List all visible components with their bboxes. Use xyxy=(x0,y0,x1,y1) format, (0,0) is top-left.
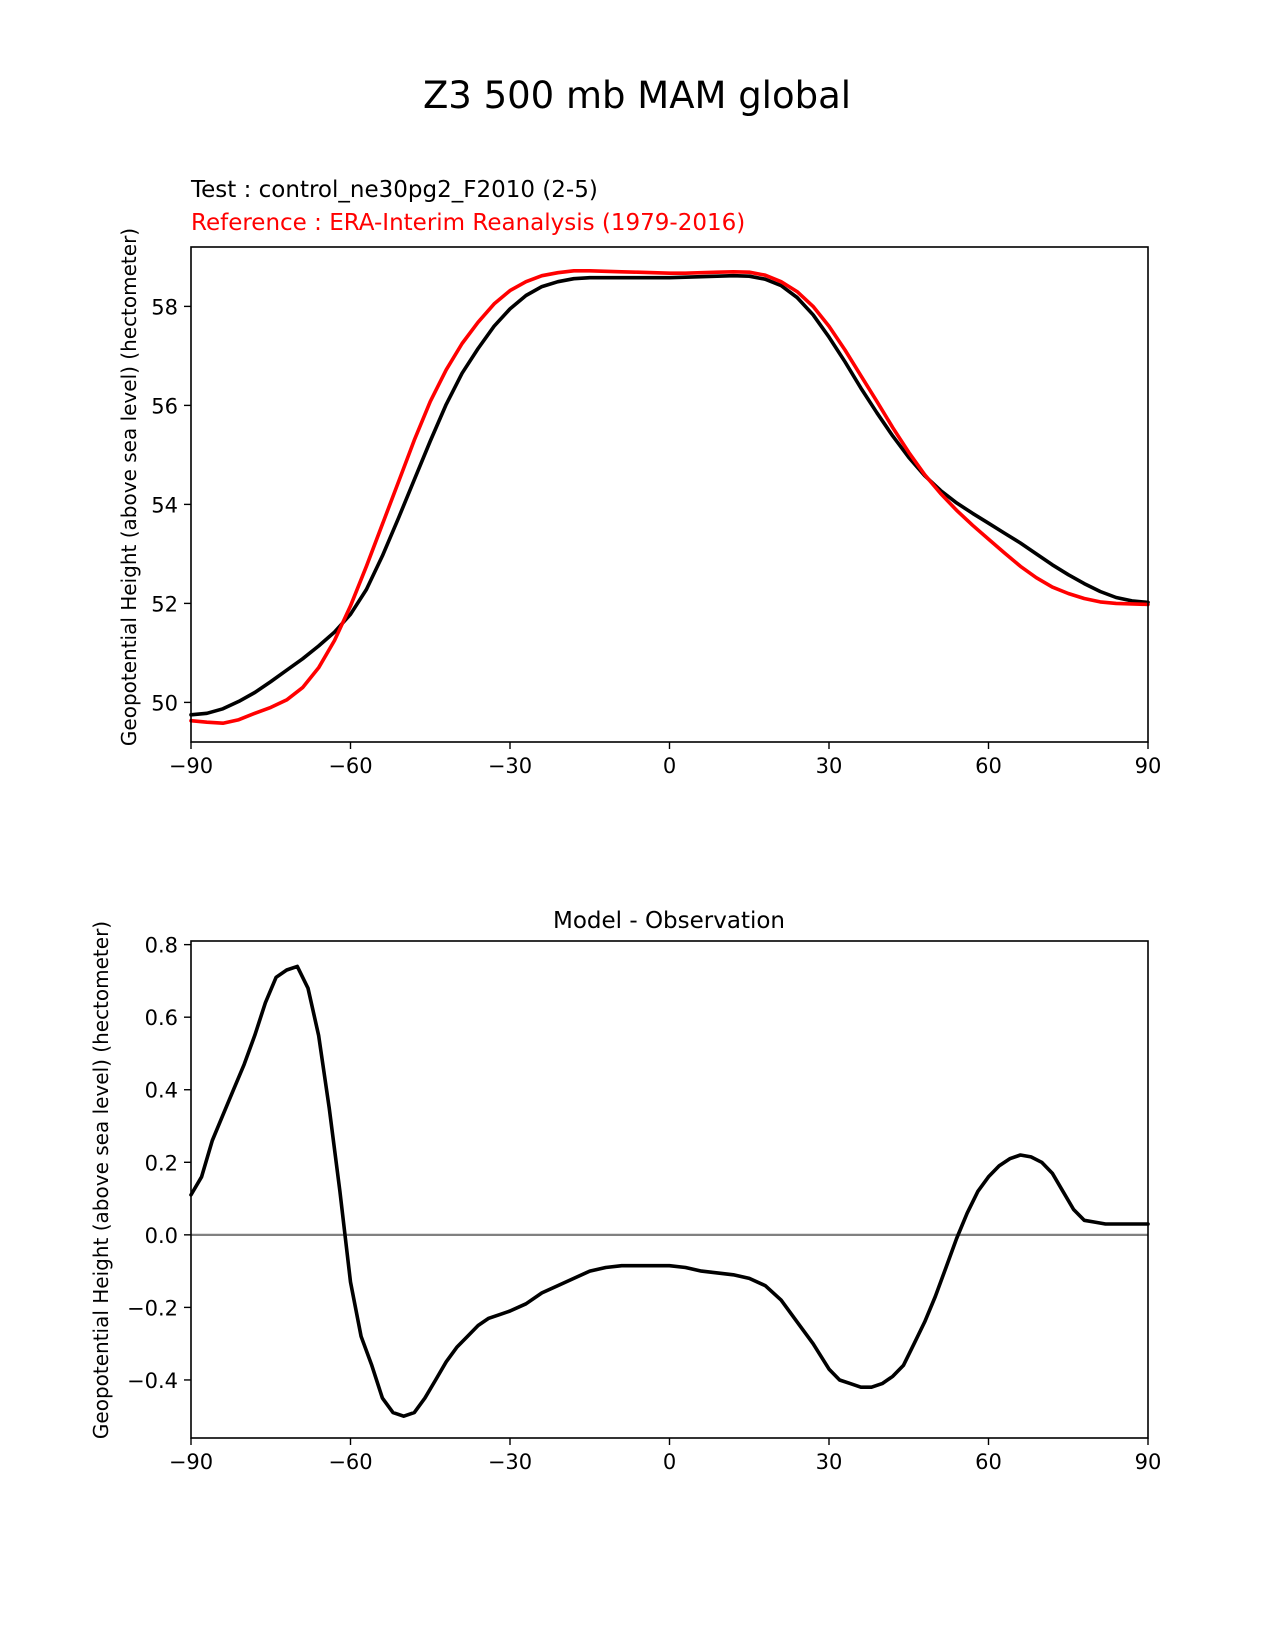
top-panel: Test : control_ne30pg2_F2010 (2-5) Refer… xyxy=(117,177,1161,778)
top-ytick-label: 58 xyxy=(151,295,178,319)
bottom-ytick-label: 0.2 xyxy=(145,1151,178,1175)
bottom-ytick-label: 0.8 xyxy=(145,934,178,958)
difference-line xyxy=(189,964,1150,1418)
bottom-ytick-label: 0.4 xyxy=(145,1079,178,1103)
top-ytick-label: 56 xyxy=(151,394,178,418)
top-xtick-label: 90 xyxy=(1135,754,1162,778)
bottom-xtick-label: −90 xyxy=(169,1450,213,1474)
top-xtick-label: 30 xyxy=(816,754,843,778)
top-ytick-label: 54 xyxy=(151,493,178,517)
bottom-ytick-label: 0.0 xyxy=(145,1224,178,1248)
top-plot-frame xyxy=(190,246,1149,743)
bottom-ytick-label: −0.4 xyxy=(127,1369,178,1393)
bottom-xtick-label: −60 xyxy=(328,1450,372,1474)
top-xtick-label: 60 xyxy=(975,754,1002,778)
bottom-ytick-label: −0.2 xyxy=(127,1296,178,1320)
bottom-xtick-label: 90 xyxy=(1135,1450,1162,1474)
top-ytick-label: 50 xyxy=(151,691,178,715)
reference-line xyxy=(189,268,1150,726)
reference-label: Reference : ERA-Interim Reanalysis (1979… xyxy=(191,210,745,236)
bottom-xtick-label: 0 xyxy=(663,1450,676,1474)
figure-title: Z3 500 mb MAM global xyxy=(423,74,851,117)
top-xtick-label: −90 xyxy=(169,754,213,778)
top-xtick-label: 0 xyxy=(663,754,676,778)
top-plot-lines xyxy=(189,268,1150,726)
top-axis-ticks: −90 −60 −30 0 30 60 90 50 52 54 56 58 xyxy=(151,295,1161,778)
bottom-xtick-label: −30 xyxy=(488,1450,532,1474)
bottom-title: Model - Observation xyxy=(553,908,785,934)
top-xtick-label: −60 xyxy=(328,754,372,778)
test-label: Test : control_ne30pg2_F2010 (2-5) xyxy=(190,177,598,203)
top-ylabel: Geopotential Height (above sea level) (h… xyxy=(117,228,141,746)
bottom-ylabel: Geopotential Height (above sea level) (h… xyxy=(89,921,113,1439)
bottom-xtick-label: 30 xyxy=(816,1450,843,1474)
bottom-plot-frame xyxy=(190,940,1149,1439)
bottom-ytick-label: 0.6 xyxy=(145,1006,178,1030)
test-line xyxy=(189,273,1150,717)
bottom-xtick-label: 60 xyxy=(975,1450,1002,1474)
bottom-panel: Model - Observation Geopotential Height … xyxy=(89,908,1161,1474)
top-ytick-label: 52 xyxy=(151,592,178,616)
bottom-axis-ticks: −90 −60 −30 0 30 60 90 −0.4 −0.2 0.0 0.2 0.4 0.6 0.8 xyxy=(127,934,1161,1474)
bottom-plot-lines xyxy=(189,964,1150,1418)
top-xtick-label: −30 xyxy=(488,754,532,778)
